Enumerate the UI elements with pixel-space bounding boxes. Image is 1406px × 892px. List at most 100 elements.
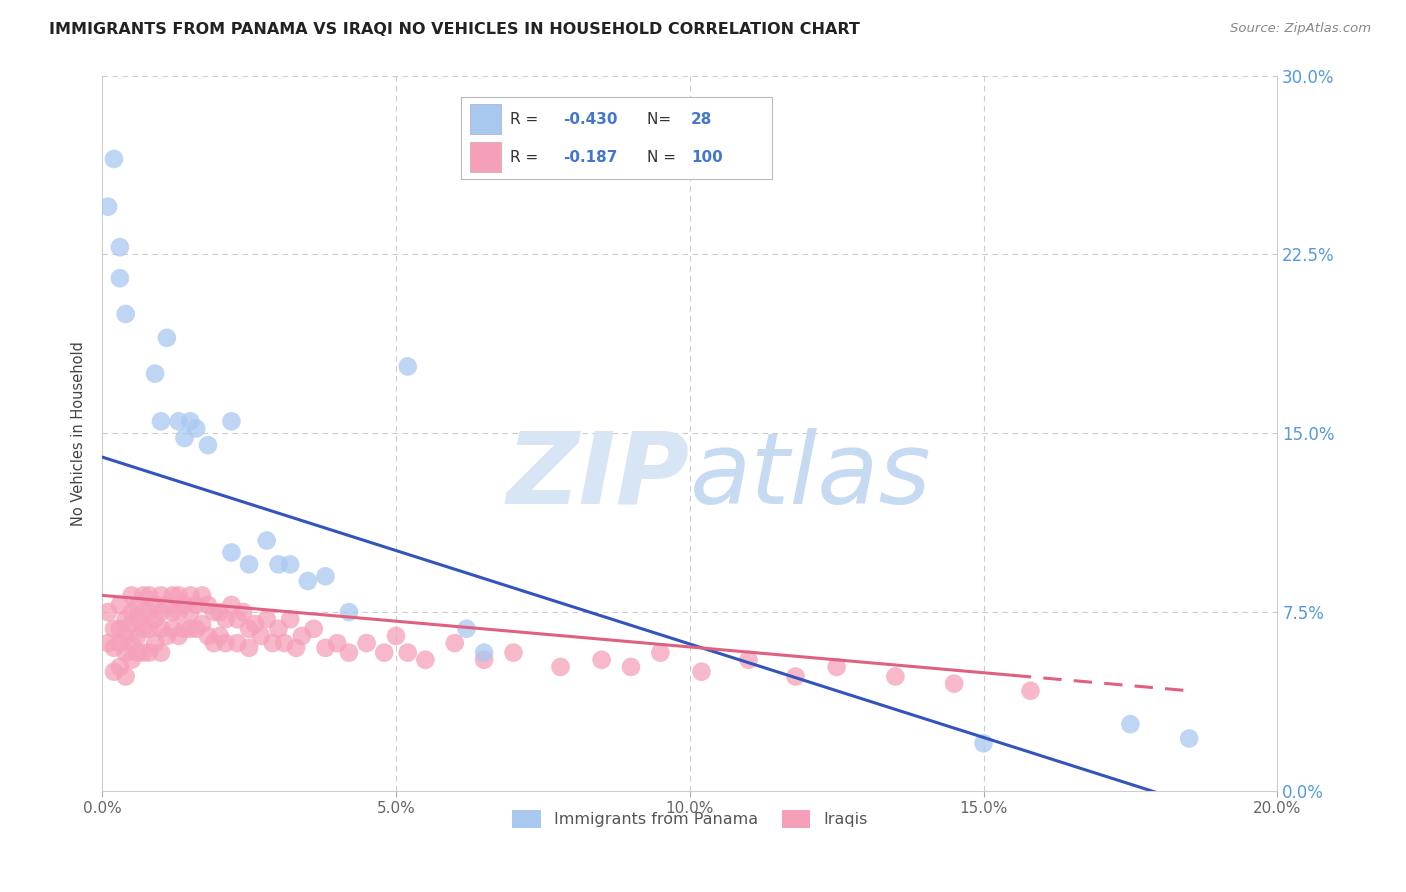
- Point: [197, 629, 219, 643]
- Point: [143, 598, 166, 612]
- Point: [191, 617, 214, 632]
- Point: [149, 605, 172, 619]
- Point: [103, 640, 125, 655]
- Point: [591, 653, 613, 667]
- Point: [396, 359, 419, 374]
- Point: [132, 588, 155, 602]
- Point: [472, 646, 495, 660]
- Point: [273, 636, 295, 650]
- Point: [221, 414, 243, 428]
- Point: [162, 605, 184, 619]
- Point: [415, 653, 437, 667]
- Point: [221, 598, 243, 612]
- Point: [302, 622, 325, 636]
- Point: [179, 414, 201, 428]
- Point: [167, 629, 190, 643]
- Point: [291, 629, 314, 643]
- Point: [197, 438, 219, 452]
- Point: [121, 636, 143, 650]
- Point: [97, 636, 120, 650]
- Point: [337, 646, 360, 660]
- Point: [337, 605, 360, 619]
- Point: [114, 307, 136, 321]
- Point: [143, 612, 166, 626]
- Point: [121, 588, 143, 602]
- Y-axis label: No Vehicles in Household: No Vehicles in Household: [72, 341, 86, 525]
- Point: [943, 676, 966, 690]
- Point: [127, 612, 149, 626]
- Point: [108, 598, 131, 612]
- Point: [238, 558, 260, 572]
- Point: [278, 612, 301, 626]
- Point: [132, 605, 155, 619]
- Point: [179, 622, 201, 636]
- Point: [456, 622, 478, 636]
- Point: [179, 605, 201, 619]
- Point: [208, 605, 231, 619]
- Point: [737, 653, 759, 667]
- Point: [108, 622, 131, 636]
- Point: [250, 629, 273, 643]
- Point: [167, 605, 190, 619]
- Point: [114, 669, 136, 683]
- Point: [238, 622, 260, 636]
- Point: [149, 646, 172, 660]
- Point: [314, 569, 336, 583]
- Point: [138, 622, 160, 636]
- Point: [385, 629, 408, 643]
- Point: [138, 646, 160, 660]
- Point: [127, 629, 149, 643]
- Point: [550, 660, 572, 674]
- Point: [278, 558, 301, 572]
- Point: [256, 612, 278, 626]
- Point: [256, 533, 278, 548]
- Point: [186, 421, 208, 435]
- Point: [226, 612, 249, 626]
- Point: [208, 629, 231, 643]
- Point: [221, 545, 243, 559]
- Point: [238, 640, 260, 655]
- Point: [132, 646, 155, 660]
- Point: [167, 588, 190, 602]
- Point: [186, 598, 208, 612]
- Point: [173, 598, 195, 612]
- Point: [214, 636, 236, 650]
- Point: [114, 612, 136, 626]
- Point: [267, 558, 290, 572]
- Point: [884, 669, 907, 683]
- Point: [138, 605, 160, 619]
- Point: [108, 271, 131, 285]
- Point: [226, 636, 249, 650]
- Point: [443, 636, 465, 650]
- Legend: Immigrants from Panama, Iraqis: Immigrants from Panama, Iraqis: [506, 803, 875, 834]
- Point: [121, 617, 143, 632]
- Point: [156, 598, 179, 612]
- Point: [214, 612, 236, 626]
- Point: [297, 574, 319, 588]
- Point: [162, 622, 184, 636]
- Text: ZIP: ZIP: [506, 427, 690, 524]
- Point: [108, 636, 131, 650]
- Point: [197, 598, 219, 612]
- Point: [285, 640, 308, 655]
- Point: [143, 367, 166, 381]
- Point: [103, 152, 125, 166]
- Point: [173, 431, 195, 445]
- Point: [373, 646, 395, 660]
- Point: [785, 669, 807, 683]
- Point: [243, 617, 266, 632]
- Point: [103, 665, 125, 679]
- Text: atlas: atlas: [690, 427, 931, 524]
- Point: [186, 622, 208, 636]
- Point: [173, 622, 195, 636]
- Point: [114, 629, 136, 643]
- Point: [326, 636, 349, 650]
- Point: [202, 605, 225, 619]
- Point: [202, 636, 225, 650]
- Point: [472, 653, 495, 667]
- Point: [179, 588, 201, 602]
- Point: [149, 414, 172, 428]
- Point: [156, 331, 179, 345]
- Point: [121, 653, 143, 667]
- Point: [825, 660, 848, 674]
